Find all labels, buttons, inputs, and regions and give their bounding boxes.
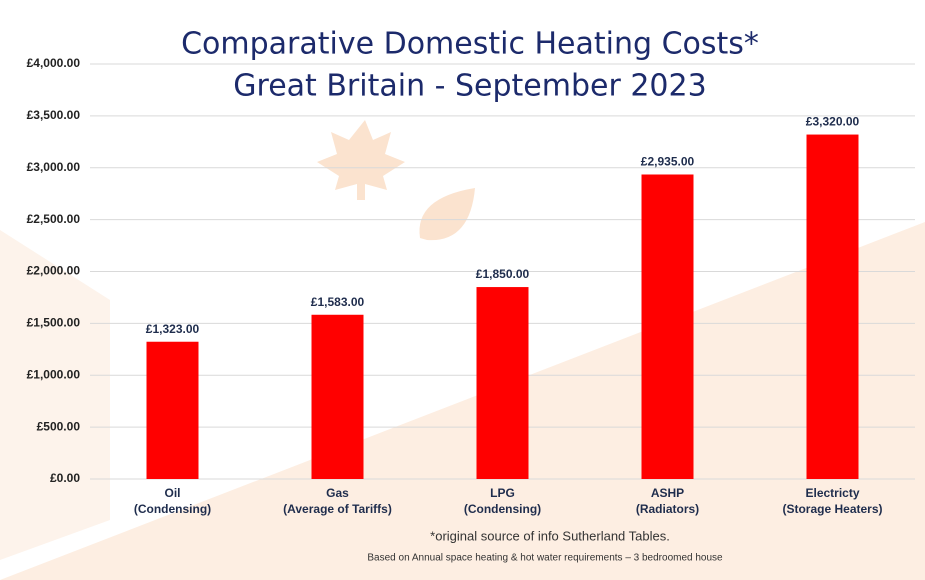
- y-tick-label: £1,000.00: [27, 367, 81, 381]
- leaf-decoration: [317, 120, 405, 200]
- y-tick-label: £2,000.00: [27, 264, 81, 278]
- value-label: £1,583.00: [311, 295, 365, 309]
- x-tick-label: Gas: [326, 486, 349, 500]
- value-label: £1,323.00: [146, 322, 200, 336]
- house-decoration: [0, 230, 110, 560]
- bar: [311, 314, 364, 479]
- bar: [641, 174, 694, 479]
- y-tick-label: £500.00: [37, 419, 81, 433]
- chart-title: Comparative Domestic Heating Costs*: [181, 27, 759, 62]
- x-tick-label: LPG: [490, 486, 515, 500]
- y-tick-label: £2,500.00: [27, 212, 81, 226]
- note: *original source of info Sutherland Tabl…: [430, 528, 670, 543]
- y-tick-label: £0.00: [50, 471, 80, 485]
- y-tick-label: £3,500.00: [27, 108, 81, 122]
- x-tick-label: ASHP: [651, 486, 684, 500]
- x-tick-label: (Storage Heaters): [782, 502, 882, 516]
- value-label: £2,935.00: [641, 155, 695, 169]
- bar: [146, 341, 199, 479]
- x-tick-label: Electricty: [805, 486, 859, 500]
- value-label: £3,320.00: [806, 115, 860, 129]
- x-tick-label: (Radiators): [636, 502, 699, 516]
- x-tick-label: (Condensing): [464, 502, 541, 516]
- value-label: £1,850.00: [476, 267, 530, 281]
- y-tick-label: £3,000.00: [27, 160, 81, 174]
- bar: [476, 287, 529, 479]
- bar: [806, 134, 859, 480]
- x-tick-label: Oil: [164, 486, 180, 500]
- x-tick-label: (Average of Tariffs): [283, 502, 392, 516]
- y-tick-label: £1,500.00: [27, 316, 81, 330]
- leaf-decoration: [419, 188, 475, 241]
- chart-title: Great Britain - September 2023: [233, 69, 706, 104]
- y-tick-label: £4,000.00: [27, 56, 81, 70]
- x-tick-label: (Condensing): [134, 502, 211, 516]
- note: Based on Annual space heating & hot wate…: [367, 553, 723, 564]
- background-shape: [0, 222, 925, 580]
